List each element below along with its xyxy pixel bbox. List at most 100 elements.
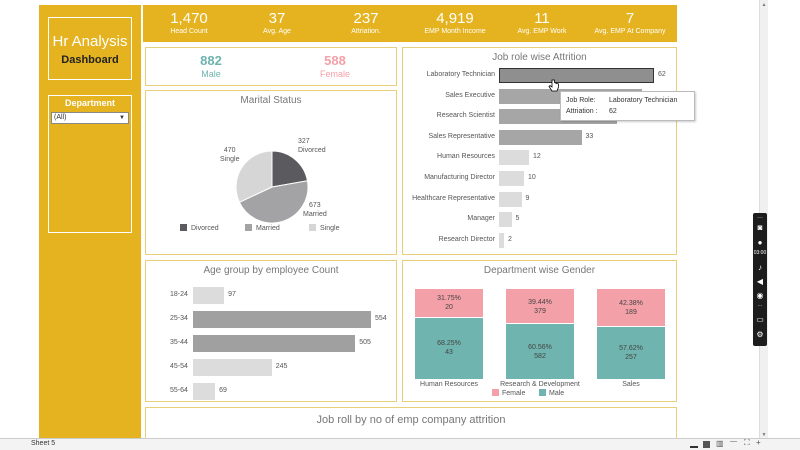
male-pct: 68.25%: [437, 340, 461, 348]
dashboard-title: Hr Analysis Dashboard: [48, 17, 132, 80]
job-role-category-label: Manufacturing Director: [424, 174, 495, 181]
age-group-bar[interactable]: [193, 359, 272, 376]
age-group-category-label: 25-34: [170, 315, 188, 322]
tab-list-icon[interactable]: [690, 441, 698, 448]
age-group-bar[interactable]: [193, 311, 371, 328]
female-value: 588: [324, 53, 346, 68]
job-role-bar[interactable]: [499, 232, 504, 248]
hand-cursor-icon: [548, 79, 559, 92]
kpi-attrition: 237 Attriation.: [322, 5, 410, 36]
married-name: Married: [303, 211, 327, 218]
kpi-value: 37: [268, 10, 286, 27]
pie-slice-divorced[interactable]: [271, 150, 309, 188]
female-segment[interactable]: 31.75% 20: [415, 289, 483, 317]
job-roll-panel: Job roll by no of emp company attrition: [145, 407, 677, 442]
kpi-label: Avg. EMP Work: [517, 28, 567, 35]
male-count: 43: [445, 349, 453, 357]
more-icon[interactable]: ···: [757, 303, 763, 309]
job-role-attrition-panel: Job role wise Attrition Laboratory Techn…: [402, 47, 677, 255]
male-value: 882: [200, 53, 222, 68]
female-pct: 42.38%: [619, 300, 643, 308]
tooltip-role-key: Job Role:: [566, 97, 596, 104]
list-view-icon[interactable]: ▥: [716, 439, 724, 448]
kpi-month-income: 4,919 EMP Month Income: [411, 5, 499, 36]
marital-pie-chart: [235, 150, 309, 224]
camera-icon[interactable]: ◙: [757, 223, 763, 232]
sheet-tab[interactable]: Sheet 5: [31, 440, 56, 447]
kpi-label: Avg. EMP At Company: [594, 28, 666, 35]
single-data-label: 470 Single: [220, 146, 239, 164]
job-role-bar[interactable]: [499, 129, 582, 145]
kpi-head-count: 1,470 Head Count: [145, 5, 233, 36]
microphone-icon[interactable]: ♪: [758, 263, 762, 272]
female-count: 379: [534, 307, 546, 315]
job-role-bar[interactable]: [499, 171, 524, 186]
female-pct: 31.75%: [437, 295, 461, 303]
gear-icon[interactable]: ⚙: [756, 330, 764, 339]
kpi-value: 4,919: [436, 10, 474, 27]
department-filter-select[interactable]: (All) ▼: [51, 112, 129, 124]
clock-label: 03:00: [753, 250, 767, 256]
age-group-value-label: 69: [219, 387, 227, 394]
legend-single: Single: [309, 224, 339, 232]
female-segment[interactable]: 39.44% 379: [506, 289, 574, 324]
pie-slice-married[interactable]: [238, 180, 309, 224]
department-gender-title: Department wise Gender: [483, 265, 596, 276]
female-segment[interactable]: 42.38% 189: [597, 289, 665, 327]
age-group-bar[interactable]: [193, 335, 356, 352]
male-count: 257: [625, 354, 637, 362]
webcam-icon[interactable]: ◉: [756, 291, 764, 300]
pie-slice-single[interactable]: [235, 150, 273, 203]
male-segment[interactable]: 68.25% 43: [415, 317, 483, 379]
kpi-value: 11: [534, 10, 550, 27]
fit-screen-icon[interactable]: ⛶: [744, 438, 750, 447]
job-role-category-label: Research Director: [438, 235, 495, 243]
job-role-value-label: 10: [528, 174, 536, 181]
tooltip-attrition-key: Attriation :: [566, 108, 598, 115]
age-group-value-label: 505: [359, 339, 371, 346]
department-category-label: Human Resources: [420, 381, 478, 388]
age-group-value-label: 245: [275, 363, 288, 370]
single-value: 470: [223, 147, 236, 154]
department-filter-box: [48, 95, 132, 233]
job-role-category-label: Laboratory Technician: [426, 71, 495, 78]
zoom-out-icon[interactable]: —: [730, 438, 737, 445]
kpi-value: 237: [353, 10, 379, 27]
department-filter-label: Department: [64, 98, 115, 108]
age-group-value-label: 97: [228, 291, 236, 298]
speaker-icon[interactable]: ◀: [756, 277, 764, 286]
grid-view-icon[interactable]: [703, 441, 710, 448]
job-role-bar[interactable]: [499, 191, 522, 207]
age-group-bar[interactable]: [193, 383, 216, 400]
female-count: 189: [625, 309, 637, 317]
kpi-label: Avg. Age: [263, 28, 291, 35]
sidebar: [39, 5, 141, 438]
divorced-value: 327: [298, 138, 310, 145]
female-count: 20: [445, 304, 453, 312]
kpi-value: 7: [625, 10, 635, 27]
record-icon[interactable]: ●: [757, 238, 763, 247]
male-segment[interactable]: 60.56% 582: [506, 324, 574, 379]
marital-status-panel: Marital Status 327 Divorced 673 Married …: [145, 90, 397, 255]
gender-panel: 882 Male 588 Female: [145, 47, 397, 86]
zoom-in-icon[interactable]: +: [756, 438, 761, 447]
male-segment[interactable]: 57.62% 257: [597, 327, 665, 379]
window-icon[interactable]: ▭: [756, 315, 764, 324]
job-role-bar[interactable]: [499, 68, 654, 83]
title-line1: Hr Analysis: [52, 33, 128, 50]
marital-title: Marital Status: [240, 95, 302, 106]
title-line2: Dashboard: [61, 54, 119, 66]
job-role-bar[interactable]: [499, 150, 529, 166]
male-pct: 57.62%: [619, 345, 643, 353]
male-count: 582: [534, 352, 546, 360]
job-role-bar[interactable]: [499, 212, 512, 228]
sheet-tab-bar: Sheet 5 ▥ — ⛶ +: [0, 438, 800, 450]
job-role-category-label: Sales Representative: [428, 132, 495, 140]
female-label: Female: [319, 69, 350, 79]
department-category-label: Sales: [622, 381, 640, 388]
age-group-bar[interactable]: [193, 287, 225, 304]
job-role-title: Job role wise Attrition: [492, 52, 587, 63]
grip-icon: ···: [757, 215, 763, 221]
divorced-name: Divorced: [298, 147, 326, 154]
job-role-category-label: Manager: [467, 215, 495, 223]
